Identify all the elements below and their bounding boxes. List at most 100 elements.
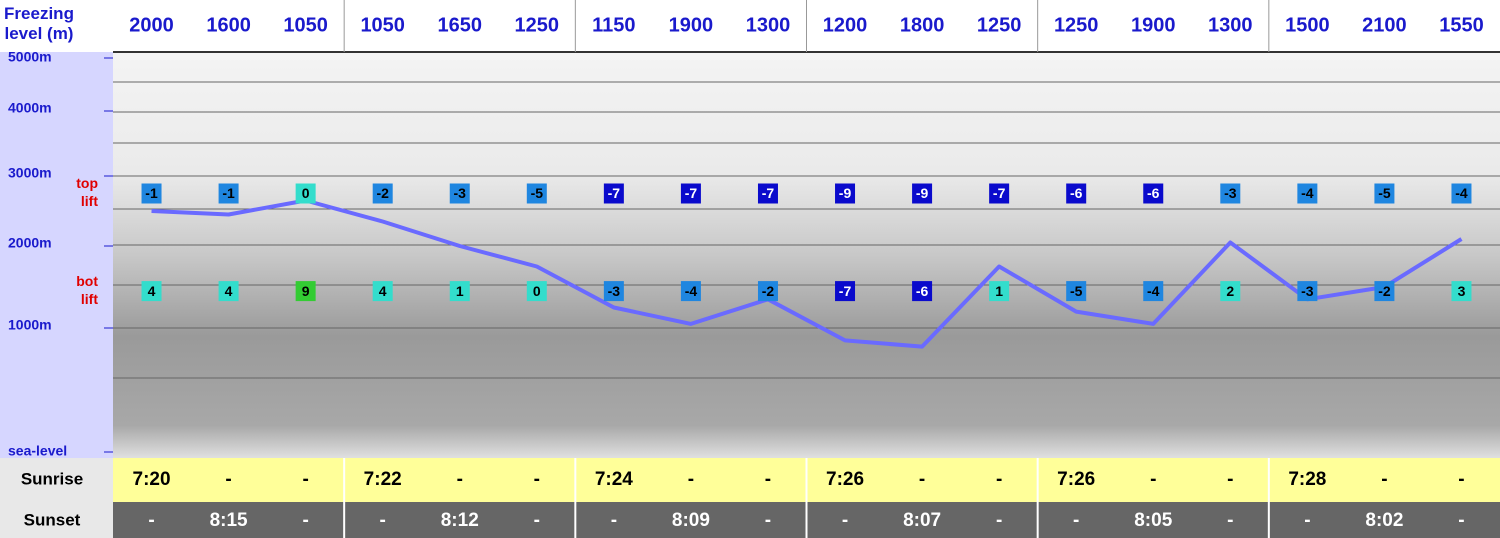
temperature-label: 1 [995,283,1003,299]
temperature-box [1220,183,1241,204]
temperature-label: -2 [1378,283,1391,299]
temperature-box [603,281,624,302]
temperature-box [1451,183,1472,204]
sunrise-label: Sunrise [21,469,83,488]
temperature-box [1220,281,1241,302]
temperature-label: -5 [1378,185,1391,201]
sunrise-label-bg [0,458,113,502]
temperature-label: -3 [608,283,621,299]
temperature-box [218,183,239,204]
header-bg [0,0,1500,52]
sunset-value: 8:09 [672,510,710,531]
freezing-level: 1300 [746,14,791,36]
sunset-label: Sunset [24,510,81,529]
freezing-level: 1050 [283,14,328,36]
freezing-level: 1250 [977,14,1022,36]
temperature-box [1297,281,1318,302]
sunset-value: - [1073,510,1079,531]
temperature-box [449,281,470,302]
temperature-box [835,183,856,204]
temperature-box [757,183,778,204]
sunrise-value: - [457,469,463,490]
sunset-value: - [1227,510,1233,531]
temperature-box [757,281,778,302]
temperature-label: 9 [302,283,310,299]
lift-label: lift [81,193,98,209]
sunrise-value: - [302,469,308,490]
sunrise-value: - [996,469,1002,490]
freezing-level: 1550 [1439,14,1484,36]
freezing-level: 1050 [360,14,405,36]
temperature-label: -9 [839,185,852,201]
temperature-box [989,183,1010,204]
temperature-box [912,281,933,302]
temperature-label: 0 [533,283,541,299]
temperature-box [1066,183,1087,204]
lift-label: lift [81,291,98,307]
y-tick-label: 4000m [8,100,52,116]
temperature-box [526,281,547,302]
temperature-label: 4 [148,283,156,299]
temperature-label: 4 [225,283,233,299]
y-tick-label: 2000m [8,235,52,251]
temperature-box [141,183,162,204]
freezing-level: 1300 [1208,14,1253,36]
temperature-box [1066,281,1087,302]
axis-header-bg [0,0,113,52]
freezing-level: 1600 [206,14,251,36]
temperature-box [912,183,933,204]
sunset-value: - [765,510,771,531]
temperature-box [141,281,162,302]
temperature-label: -1 [222,185,235,201]
freezing-level: 1150 [592,14,635,36]
sunrise-value: 7:28 [1288,469,1326,490]
sunset-value: 8:05 [1134,510,1172,531]
temperature-box [680,281,701,302]
temperature-box [989,281,1010,302]
temperature-box [603,183,624,204]
temperature-box [372,281,393,302]
sunset-value: - [996,510,1002,531]
sunrise-value: - [1150,469,1156,490]
lift-label: top [76,175,98,191]
temperature-box [1143,281,1164,302]
temperature-label: -4 [1301,185,1314,201]
temperature-label: -7 [762,185,775,201]
temperature-label: -3 [1224,185,1237,201]
temperature-box [1451,281,1472,302]
temperature-label: -1 [145,185,158,201]
freezing-level: 1250 [515,14,560,36]
sunset-value: 8:07 [903,510,941,531]
sunset-value: - [842,510,848,531]
sunrise-value: - [1227,469,1233,490]
temperature-box [1143,183,1164,204]
freezing-line [151,198,1463,349]
sunrise-value: - [919,469,925,490]
temperature-label: -7 [608,185,621,201]
sunrise-value: 7:26 [826,469,864,490]
temperature-label: -5 [1070,283,1083,299]
freezing-level: 2100 [1362,14,1407,36]
sunset-value: - [611,510,617,531]
temperature-label: 1 [456,283,464,299]
sunrise-value: 7:20 [133,469,171,490]
sunrise-value: - [225,469,231,490]
sunrise-value: 7:24 [595,469,633,490]
temperature-label: -4 [1147,283,1160,299]
y-tick-label: 3000m [8,165,52,181]
temperature-label: -9 [916,185,929,201]
sunset-value: - [1304,510,1310,531]
freezing-level: 2000 [129,14,174,36]
freezing-level: 1250 [1054,14,1099,36]
lift-label: bot [76,273,98,289]
temperature-label: -6 [1147,185,1160,201]
sunset-value: - [380,510,386,531]
sunset-value: 8:12 [441,510,479,531]
temperature-label: 2 [1226,283,1234,299]
temperature-box [295,281,316,302]
sunset-value: - [1458,510,1464,531]
temperature-label: -3 [454,185,467,201]
freezing-level: 1200 [823,14,868,36]
